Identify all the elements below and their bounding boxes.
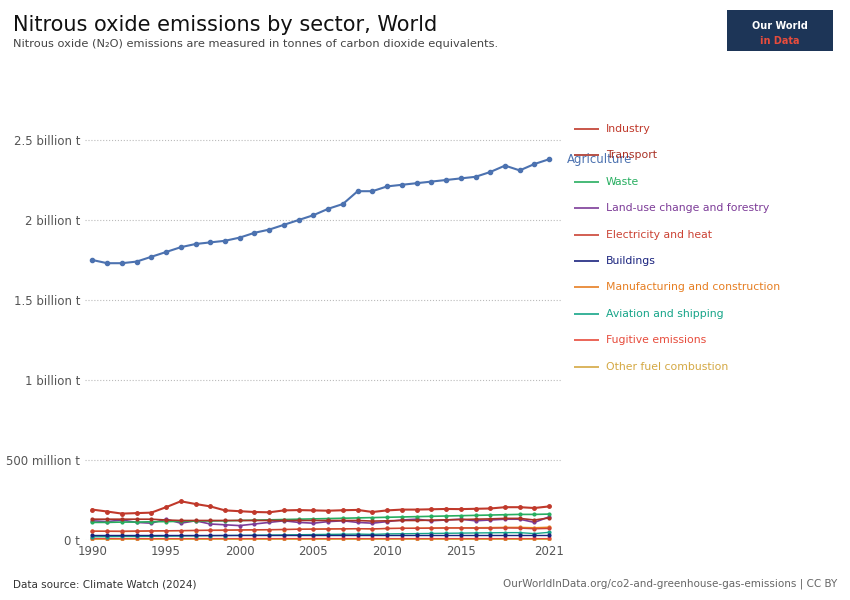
- Text: Fugitive emissions: Fugitive emissions: [606, 335, 706, 345]
- Text: Waste: Waste: [606, 177, 639, 187]
- Text: Nitrous oxide (N₂O) emissions are measured in tonnes of carbon dioxide equivalen: Nitrous oxide (N₂O) emissions are measur…: [13, 39, 498, 49]
- Text: Land-use change and forestry: Land-use change and forestry: [606, 203, 769, 213]
- Text: Other fuel combustion: Other fuel combustion: [606, 362, 728, 371]
- Text: Data source: Climate Watch (2024): Data source: Climate Watch (2024): [13, 579, 196, 589]
- Text: in Data: in Data: [760, 36, 800, 46]
- Text: Industry: Industry: [606, 124, 651, 134]
- Text: Our World: Our World: [752, 21, 808, 31]
- Text: Electricity and heat: Electricity and heat: [606, 230, 712, 239]
- Text: OurWorldInData.org/co2-and-greenhouse-gas-emissions | CC BY: OurWorldInData.org/co2-and-greenhouse-ga…: [503, 578, 837, 589]
- Text: Manufacturing and construction: Manufacturing and construction: [606, 283, 780, 292]
- Text: Aviation and shipping: Aviation and shipping: [606, 309, 723, 319]
- Text: Nitrous oxide emissions by sector, World: Nitrous oxide emissions by sector, World: [13, 15, 437, 35]
- Text: Buildings: Buildings: [606, 256, 656, 266]
- Text: Transport: Transport: [606, 151, 657, 160]
- Text: Agriculture: Agriculture: [567, 153, 632, 166]
